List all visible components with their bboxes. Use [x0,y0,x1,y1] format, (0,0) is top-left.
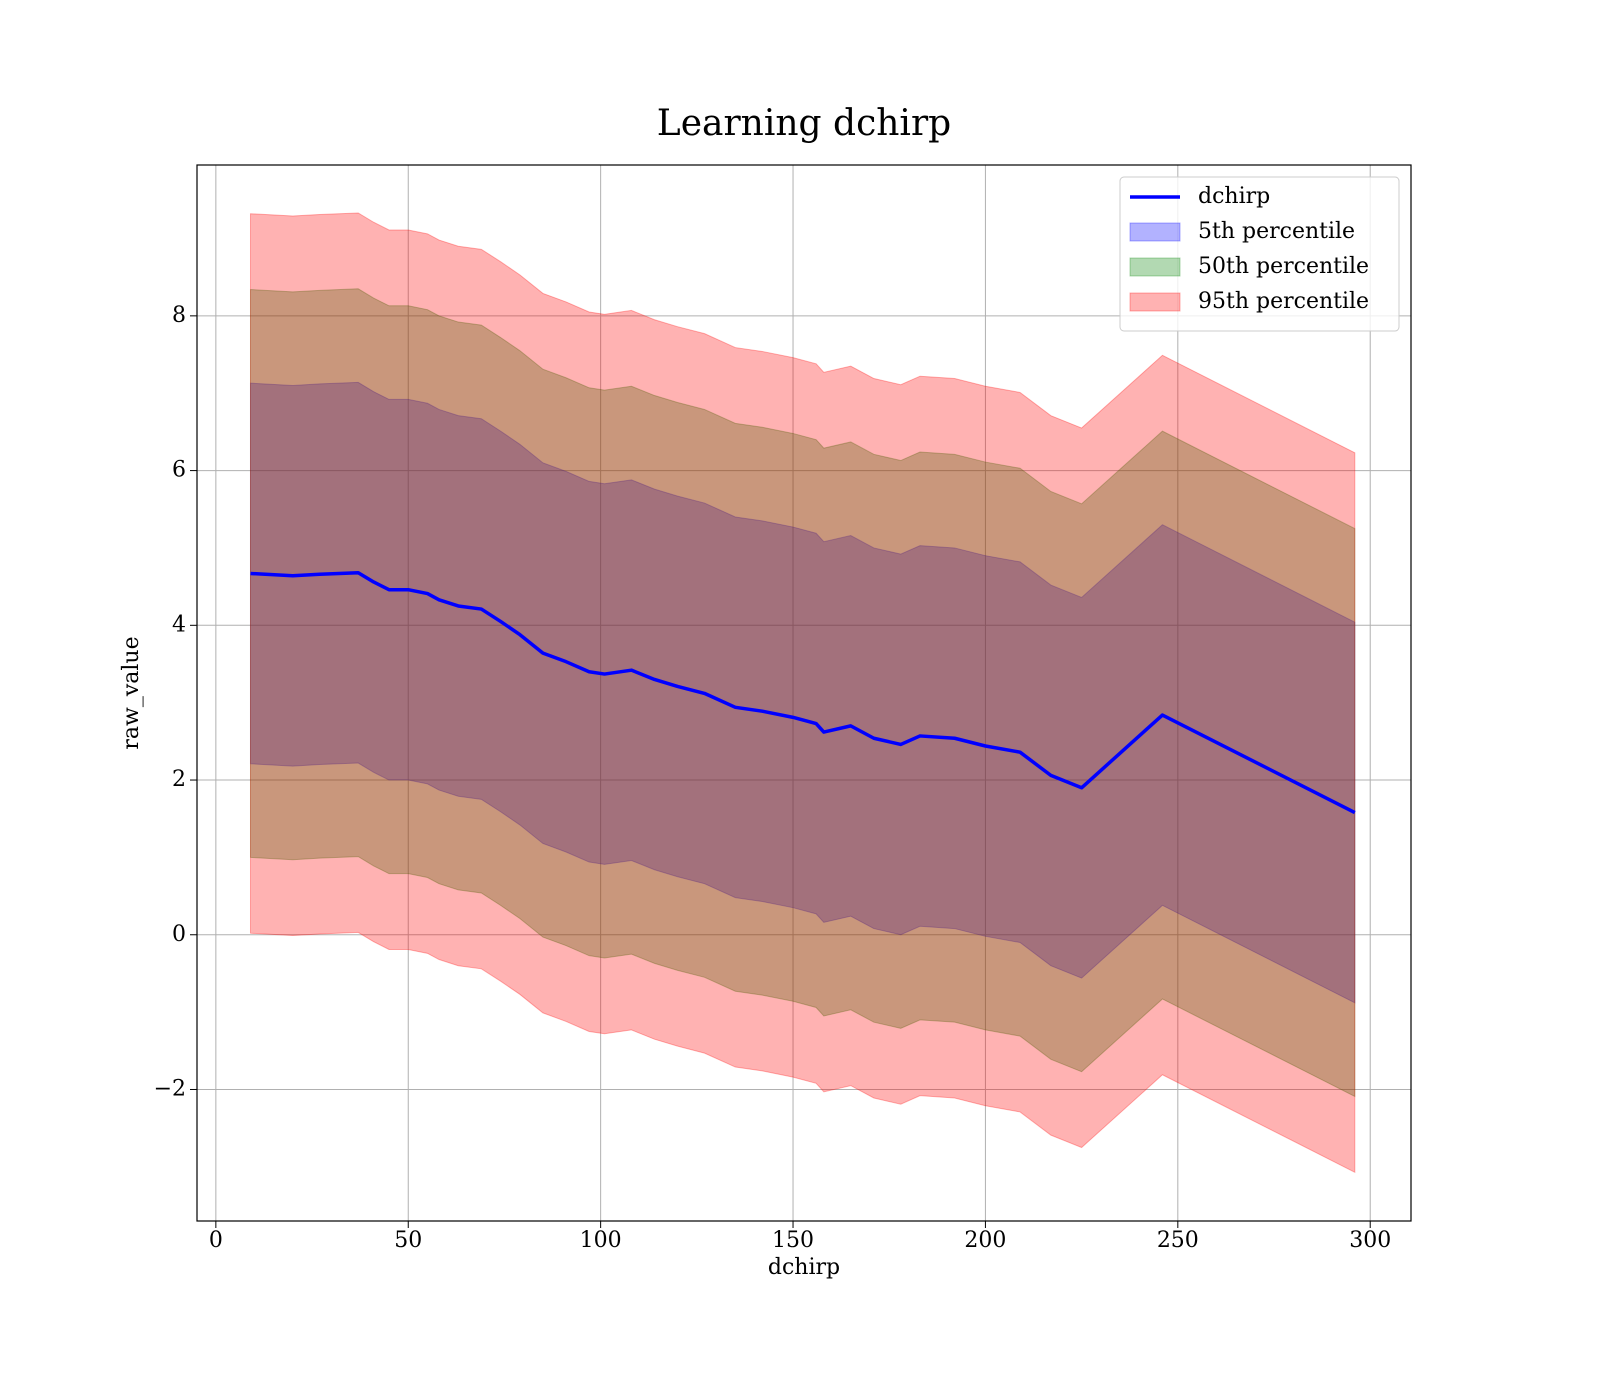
legend-label: 50th percentile [1198,254,1369,279]
legend-label: dchirp [1198,184,1270,209]
x-tick-label: 300 [1349,1228,1391,1253]
legend: dchirp 5th percentile 50th percentile 95th … [1119,176,1400,332]
x-tick-label: 0 [209,1228,223,1253]
x-tick-label: 150 [772,1228,814,1253]
x-tick-label: 100 [580,1228,622,1253]
y-tick-label: −2 [154,1076,186,1101]
percentile-band [249,212,1356,1174]
plot-frame [196,164,1412,1222]
x-tick-label: 250 [1157,1228,1199,1253]
legend-label: 95th percentile [1198,289,1369,314]
y-axis-label: raw_value [119,636,144,749]
legend-swatch [1129,292,1181,312]
y-tick-label: 6 [172,458,186,483]
percentile-band [249,288,1356,1098]
line [250,570,1356,815]
y-tick-label: 2 [172,767,186,792]
y-tick-label: 4 [172,612,186,637]
legend-swatch [1129,222,1181,242]
y-tick-label: 0 [172,922,186,947]
x-axis-label: dchirp [768,1255,840,1280]
legend-swatch [1129,257,1181,277]
percentile-band [249,381,1356,1004]
x-tick-label: 50 [394,1228,422,1253]
legend-frame [1119,176,1400,332]
chart-title: Learning dchirp [657,103,951,144]
x-tick-label: 200 [964,1228,1006,1253]
y-tick-label: 8 [172,303,186,328]
legend-label: 5th percentile [1198,219,1355,244]
